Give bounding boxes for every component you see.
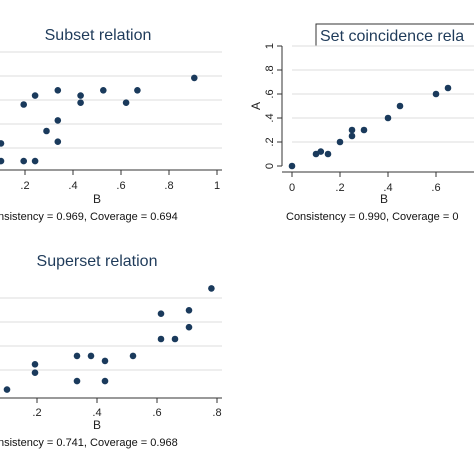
coincidence-xtick-label: .2 xyxy=(335,182,344,194)
subset-point xyxy=(134,87,141,94)
superset-point xyxy=(171,335,179,343)
subset-point xyxy=(54,87,62,94)
panel-coincidence: Set coincidence rela 0 .2 .4 .6 .8 1 A xyxy=(249,23,474,223)
coincidence-point xyxy=(317,148,325,155)
superset-xticks: .2 .4 .6 .8 xyxy=(32,398,222,419)
subset-point xyxy=(20,101,28,108)
panel-subset: Subset relation .2 .4 .6 .8 1 B nsistenc… xyxy=(0,27,222,223)
coincidence-xtick-label: 0 xyxy=(289,182,295,194)
subset-point xyxy=(54,138,62,145)
superset-grid xyxy=(0,297,222,371)
coincidence-ylabel: A xyxy=(249,102,263,110)
subset-point xyxy=(0,140,5,147)
superset-point xyxy=(157,335,165,343)
panel-superset: Superset relation .2 .4 .6 .8 B nsistenc… xyxy=(0,253,222,449)
coincidence-point xyxy=(396,102,404,110)
subset-point xyxy=(0,157,5,165)
coincidence-point xyxy=(336,138,344,146)
coincidence-point xyxy=(384,114,392,122)
coincidence-point xyxy=(348,126,356,134)
coincidence-xtick-label: .4 xyxy=(383,182,392,194)
coincidence-point xyxy=(288,162,296,170)
superset-point xyxy=(185,323,193,331)
superset-point xyxy=(73,352,81,360)
superset-point xyxy=(185,307,193,314)
subset-point xyxy=(122,99,130,106)
coincidence-ytick-label: .2 xyxy=(264,137,276,146)
subset-xticks: .2 .4 .6 .8 1 xyxy=(20,170,220,192)
superset-point xyxy=(31,361,39,368)
subset-grid xyxy=(0,51,222,149)
coincidence-point xyxy=(348,132,356,140)
coincidence-ytick-label: .6 xyxy=(264,89,276,98)
subset-points xyxy=(0,74,198,165)
subset-note: nsistency = 0.969, Coverage = 0.694 xyxy=(0,211,178,223)
superset-xlabel: B xyxy=(93,418,101,432)
superset-point xyxy=(101,377,109,385)
subset-xlabel: B xyxy=(93,192,101,206)
coincidence-points xyxy=(288,84,452,170)
coincidence-xticks: 0 .2 .4 .6 xyxy=(289,172,441,194)
coincidence-point xyxy=(360,126,368,134)
superset-point xyxy=(208,285,215,292)
superset-point xyxy=(73,377,81,385)
coincidence-xlabel: B xyxy=(380,192,388,206)
subset-point xyxy=(20,157,28,165)
superset-point xyxy=(31,369,39,377)
coincidence-point xyxy=(444,84,452,92)
superset-point xyxy=(3,386,11,393)
subset-point xyxy=(31,92,39,99)
coincidence-note: Consistency = 0.990, Coverage = 0 xyxy=(286,211,458,223)
superset-point xyxy=(87,352,95,360)
superset-xtick-label: .6 xyxy=(152,407,161,419)
superset-title: Superset relation xyxy=(37,253,158,270)
superset-note: nsistency = 0.741, Coverage = 0.968 xyxy=(0,437,178,449)
superset-xtick-label: .2 xyxy=(32,407,41,419)
coincidence-grid xyxy=(292,45,474,143)
coincidence-ytick-label: 1 xyxy=(264,43,276,49)
superset-xtick-label: .8 xyxy=(212,407,221,419)
coincidence-xtick-label: .6 xyxy=(431,182,440,194)
superset-xtick-label: .4 xyxy=(92,407,101,419)
subset-title: Subset relation xyxy=(45,27,152,44)
subset-xtick-label: .4 xyxy=(68,180,77,192)
subset-point xyxy=(77,99,84,106)
subset-point xyxy=(54,117,62,124)
subset-xtick-label: .8 xyxy=(164,180,173,192)
superset-point xyxy=(101,357,109,365)
subset-point xyxy=(43,127,50,135)
coincidence-ytick-label: .4 xyxy=(264,113,276,122)
subset-point xyxy=(100,87,107,94)
coincidence-point xyxy=(324,150,332,158)
subset-xtick-label: 1 xyxy=(214,180,220,192)
subset-point xyxy=(31,157,39,165)
superset-points xyxy=(3,285,215,393)
coincidence-yticks: 0 .2 .4 .6 .8 1 xyxy=(264,43,282,169)
coincidence-point xyxy=(432,90,440,98)
superset-point xyxy=(129,352,137,360)
coincidence-title: Set coincidence rela xyxy=(320,28,464,45)
subset-xtick-label: .6 xyxy=(116,180,125,192)
coincidence-ytick-label: 0 xyxy=(264,163,276,169)
subset-point xyxy=(191,74,198,82)
subset-xtick-label: .2 xyxy=(20,180,29,192)
coincidence-ytick-label: .8 xyxy=(264,65,276,74)
subset-point xyxy=(77,92,84,99)
superset-point xyxy=(157,310,165,318)
